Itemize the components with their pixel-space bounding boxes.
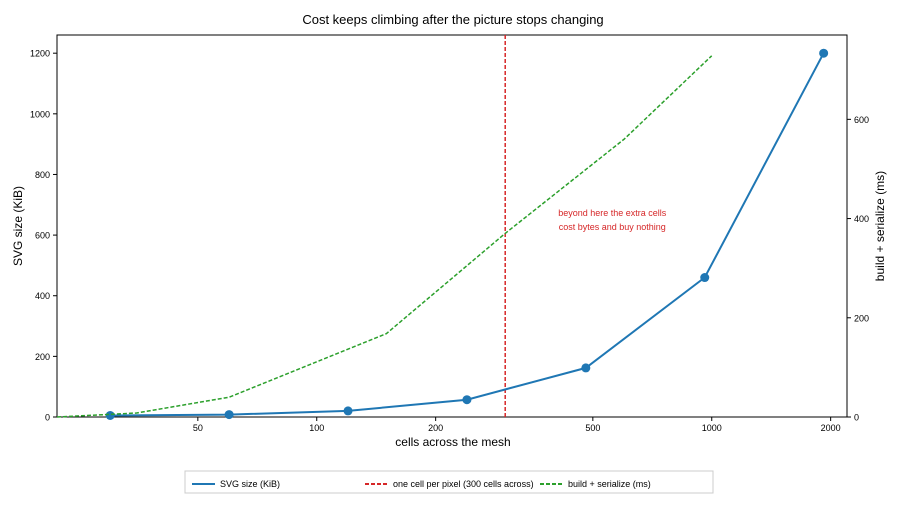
y-tick-label: 800 xyxy=(35,170,50,180)
y-tick-label: 0 xyxy=(45,413,50,423)
legend-box xyxy=(184,470,714,494)
series-point-0 xyxy=(343,406,353,416)
y-tick-label: 600 xyxy=(35,231,50,241)
series-layer xyxy=(56,48,829,420)
series-point-0 xyxy=(700,273,710,283)
chart-title: Cost keeps climbing after the picture st… xyxy=(302,12,603,27)
y2-tick-label: 400 xyxy=(854,214,869,224)
legend-label-one-cell-per-pixel: one cell per pixel (300 cells across) xyxy=(393,479,534,489)
x-axis-label: cells across the mesh xyxy=(395,435,510,449)
y2-axis-label: build + serialize (ms) xyxy=(873,171,887,281)
series-point-0 xyxy=(462,395,472,405)
x-tick-label: 100 xyxy=(309,423,324,433)
y-tick-label: 1200 xyxy=(30,49,50,59)
x-tick-label: 500 xyxy=(585,423,600,433)
left-axis: 0 200 400 600 800 1000 1200 xyxy=(30,49,57,423)
y-tick-label: 1000 xyxy=(30,109,50,119)
plot-area xyxy=(56,34,848,418)
series-line-1 xyxy=(56,55,713,418)
x-tick-label: 2000 xyxy=(821,423,841,433)
series-point-0 xyxy=(819,48,829,58)
x-tick-label: 200 xyxy=(428,423,443,433)
y2-tick-label: 200 xyxy=(854,313,869,323)
legend-label-build-serialize: build + serialize (ms) xyxy=(568,479,651,489)
y-axis-label: SVG size (KiB) xyxy=(11,186,25,266)
annotation-line-2: cost bytes and buy nothing xyxy=(559,222,666,232)
series-point-0 xyxy=(224,410,234,420)
legend-label-svg-size: SVG size (KiB) xyxy=(220,479,280,489)
series-point-0 xyxy=(581,363,591,373)
y2-tick-label: 600 xyxy=(854,115,869,125)
y2-tick-label: 0 xyxy=(854,413,859,423)
annotation-line-1: beyond here the extra cells xyxy=(558,208,667,218)
x-tick-label: 1000 xyxy=(702,423,722,433)
y-tick-label: 400 xyxy=(35,291,50,301)
series-line-0 xyxy=(110,52,825,417)
series-point-0 xyxy=(105,410,115,420)
legend: SVG size (KiB) one cell per pixel (300 c… xyxy=(184,470,714,494)
x-tick-label: 50 xyxy=(193,423,203,433)
x-axis: 50 100 200 500 1000 2000 xyxy=(193,417,841,433)
y-tick-label: 200 xyxy=(35,352,50,362)
right-axis: 0 200 400 600 xyxy=(847,115,869,423)
